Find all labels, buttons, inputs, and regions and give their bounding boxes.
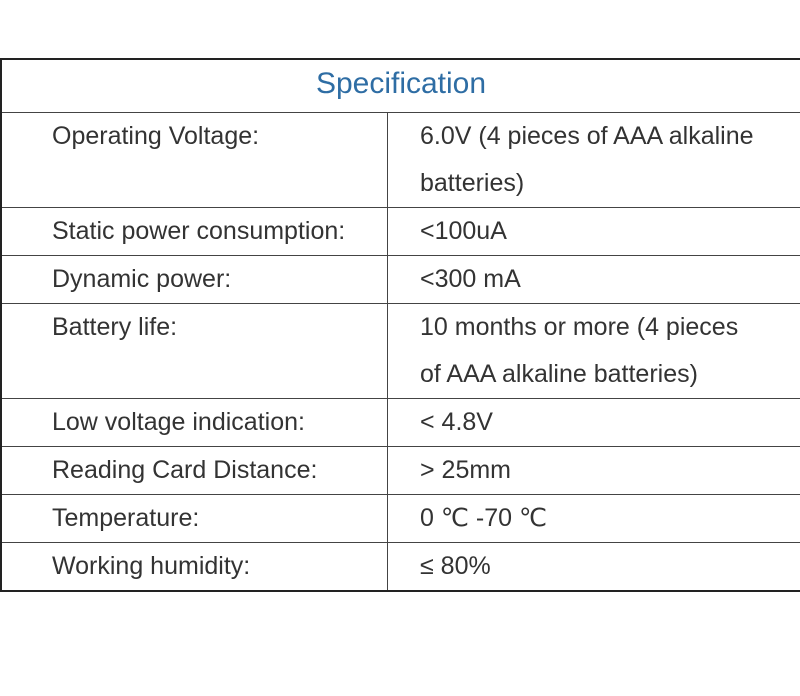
spec-value: <300 mA	[420, 265, 521, 293]
spec-label: Battery life:	[2, 304, 388, 398]
spec-label: Operating Voltage:	[2, 113, 388, 207]
table-row: Battery life: 10 months or more (4 pieces…	[2, 304, 800, 399]
table-row: Static power consumption: <100uA	[2, 208, 800, 256]
table-row: Temperature: 0 ℃ -70 ℃	[2, 495, 800, 543]
spec-value: < 4.8V	[420, 408, 493, 436]
spec-value: > 25mm	[420, 456, 512, 484]
spec-label: Dynamic power:	[2, 256, 388, 303]
table-row: Working humidity: ≤ 80%	[2, 543, 800, 590]
spec-value: 0 ℃ -70 ℃	[420, 504, 548, 532]
spec-label: Reading Card Distance:	[2, 447, 388, 494]
table-row: Reading Card Distance: > 25mm	[2, 447, 800, 495]
table-row: Operating Voltage: 6.0V (4 pieces of AAA …	[2, 113, 800, 208]
spec-label: Temperature:	[2, 495, 388, 542]
spec-table: Specification Operating Voltage: 6.0V (4 …	[0, 58, 800, 592]
spec-label: Low voltage indication:	[2, 399, 388, 446]
spec-value: ≤ 80%	[420, 552, 491, 580]
spec-value: 6.0V (4 pieces of AAA alkaline batteries…	[420, 122, 754, 197]
spec-value: <100uA	[420, 217, 507, 245]
spec-label: Static power consumption:	[2, 208, 388, 255]
table-row: Low voltage indication: < 4.8V	[2, 399, 800, 447]
spec-value: 10 months or more (4 pieces of AAA alkal…	[420, 313, 739, 388]
table-title: Specification	[2, 60, 800, 113]
spec-label: Working humidity:	[2, 543, 388, 590]
table-row: Dynamic power: <300 mA	[2, 256, 800, 304]
